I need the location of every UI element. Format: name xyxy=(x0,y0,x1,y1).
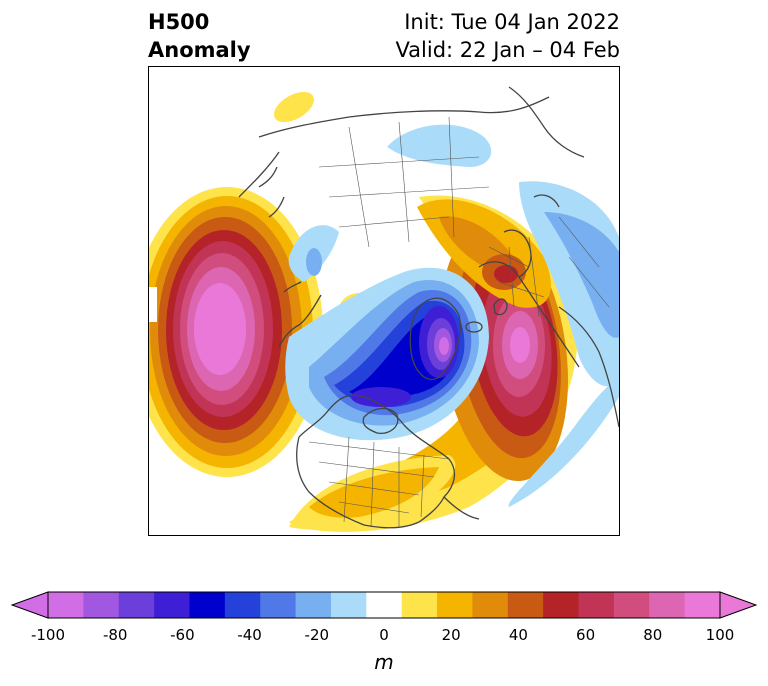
map-panel xyxy=(148,66,620,536)
colorbar-tick-label: 80 xyxy=(643,626,663,644)
colorbar-unit-label: m xyxy=(374,650,394,674)
map-title-right: Init: Tue 04 Jan 2022 Valid: 22 Jan – 04… xyxy=(395,8,620,64)
colorbar-cell xyxy=(437,592,473,618)
colorbar-cell xyxy=(118,592,155,618)
colorbar-tick-label: -60 xyxy=(170,626,195,644)
colorbar-cell xyxy=(401,592,438,618)
colorbar-tick-label: 0 xyxy=(379,626,389,644)
colorbar-extend-low xyxy=(10,591,49,619)
anomaly-negative-siberia xyxy=(288,124,492,282)
init-date-label: Init: Tue 04 Jan 2022 xyxy=(404,10,620,34)
colorbar-cell xyxy=(83,592,120,618)
title-variable: H500 xyxy=(148,10,210,34)
title-field: Anomaly xyxy=(148,38,251,62)
coastlines xyxy=(238,86,619,529)
political-borders xyxy=(308,116,610,528)
anomaly-positive-atlantic xyxy=(289,195,578,532)
colorbar-cell xyxy=(472,592,509,618)
colorbar-cell xyxy=(295,592,332,618)
colorbar-tick-label: -80 xyxy=(102,626,128,644)
anomaly-positive-alaska-small xyxy=(274,91,314,123)
colorbar xyxy=(10,591,758,619)
colorbar-outline xyxy=(47,591,721,619)
colorbar-cell xyxy=(189,592,226,618)
colorbar-tick-label: -20 xyxy=(304,626,330,644)
colorbar-tick-label: -100 xyxy=(30,626,66,644)
anomaly-positive-pacific xyxy=(149,187,323,477)
colorbar-cell xyxy=(613,592,650,618)
colorbar-tick-label: 20 xyxy=(441,626,461,644)
colorbar-cell xyxy=(224,592,261,618)
colorbar-tick-label: 100 xyxy=(705,626,735,644)
colorbar-cell xyxy=(578,592,615,618)
colorbar-extend-high xyxy=(719,591,758,619)
anomaly-negative-north-africa xyxy=(508,181,619,507)
colorbar-cell xyxy=(330,592,367,618)
map-title-left: H500 Anomaly xyxy=(148,8,251,64)
colorbar-tick-label: -40 xyxy=(237,626,262,644)
anomaly-positive-europe xyxy=(417,199,551,308)
colorbar-cell xyxy=(154,592,190,618)
colorbar-cell xyxy=(48,592,84,618)
colorbar-cell xyxy=(507,592,544,618)
colorbar-cell xyxy=(543,592,580,618)
colorbar-cell xyxy=(260,592,297,618)
anomaly-negative-canada xyxy=(285,267,489,441)
colorbar-cell xyxy=(366,592,403,618)
colorbar-cell xyxy=(649,592,686,618)
colorbar-cell xyxy=(684,592,721,618)
valid-range-label: Valid: 22 Jan – 04 Feb xyxy=(395,38,620,62)
colorbar-tick-label: 40 xyxy=(508,626,528,644)
colorbar-tick-label: 60 xyxy=(576,626,596,644)
anomaly-neutral-bands xyxy=(149,287,157,322)
anomaly-map xyxy=(149,86,619,532)
